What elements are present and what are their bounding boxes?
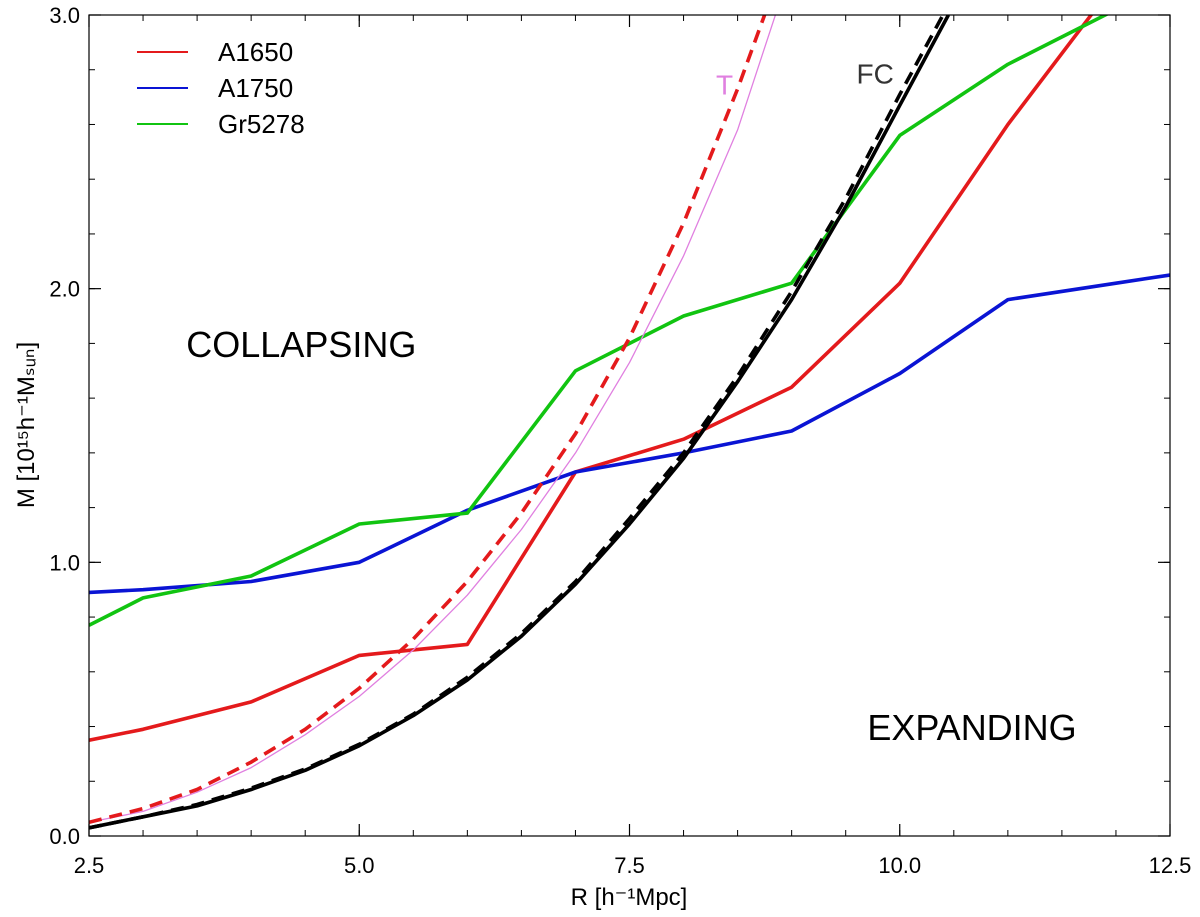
x-tick-label: 12.5 [1149, 853, 1192, 878]
ticks-layer: 2.5 5.0 7.5 10.0 12.5 0.0 1.0 2.0 3.0 [49, 3, 1191, 878]
annotation-fc: FC [857, 58, 894, 89]
legend-label-a1650: A1650 [218, 37, 293, 67]
annotation-t: T [716, 69, 733, 100]
y-tick-label: 0.0 [49, 824, 80, 849]
x-tick-label: 10.0 [878, 853, 921, 878]
x-axis-label: R [h⁻¹Mpc] [571, 884, 688, 911]
annotation-collapsing: COLLAPSING [186, 324, 416, 365]
series-line-a1750 [89, 273, 1170, 595]
series-line-t [89, 15, 777, 823]
y-axis-label: M [10¹⁵h⁻¹Mₛᵤₙ] [13, 342, 40, 508]
annotation-expanding: EXPANDING [867, 707, 1076, 748]
legend-label-gr5278: Gr5278 [218, 109, 305, 139]
y-tick-label: 3.0 [49, 3, 80, 28]
legend-label-a1750: A1750 [218, 73, 293, 103]
y-tick-label: 1.0 [49, 550, 80, 575]
annotations-layer: COLLAPSING EXPANDING FC T [186, 58, 1076, 748]
series-line-gr5278 [89, 15, 1110, 627]
series-line-t-dashed [89, 15, 767, 825]
series-layer [89, 15, 1170, 830]
series-line-fc-dashed [89, 15, 945, 830]
x-tick-label: 7.5 [614, 853, 645, 878]
x-tick-label: 2.5 [74, 853, 105, 878]
legend: A1650 A1750 Gr5278 [137, 37, 305, 139]
x-tick-label: 5.0 [344, 853, 375, 878]
y-tick-label: 2.0 [49, 277, 80, 302]
